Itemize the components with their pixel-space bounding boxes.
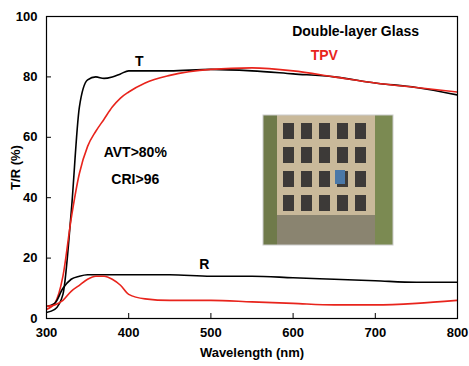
svg-text:600: 600 — [282, 325, 304, 340]
svg-text:CRI>96: CRI>96 — [111, 171, 159, 187]
svg-text:300: 300 — [36, 325, 58, 340]
svg-text:0: 0 — [30, 311, 37, 326]
svg-text:R: R — [199, 256, 209, 272]
svg-text:20: 20 — [23, 250, 37, 265]
svg-text:500: 500 — [200, 325, 222, 340]
svg-text:100: 100 — [16, 9, 38, 24]
svg-text:TPV: TPV — [311, 47, 339, 63]
svg-text:T: T — [135, 53, 144, 69]
svg-text:AVT>80%: AVT>80% — [104, 144, 168, 160]
svg-text:Wavelength (nm): Wavelength (nm) — [200, 345, 304, 360]
svg-text:800: 800 — [447, 325, 469, 340]
svg-text:80: 80 — [23, 69, 37, 84]
svg-text:60: 60 — [23, 129, 37, 144]
svg-text:T/R (%): T/R (%) — [8, 145, 23, 190]
svg-text:700: 700 — [364, 325, 386, 340]
svg-text:Double-layer Glass: Double-layer Glass — [292, 23, 419, 39]
svg-text:400: 400 — [118, 325, 140, 340]
svg-text:40: 40 — [23, 190, 37, 205]
